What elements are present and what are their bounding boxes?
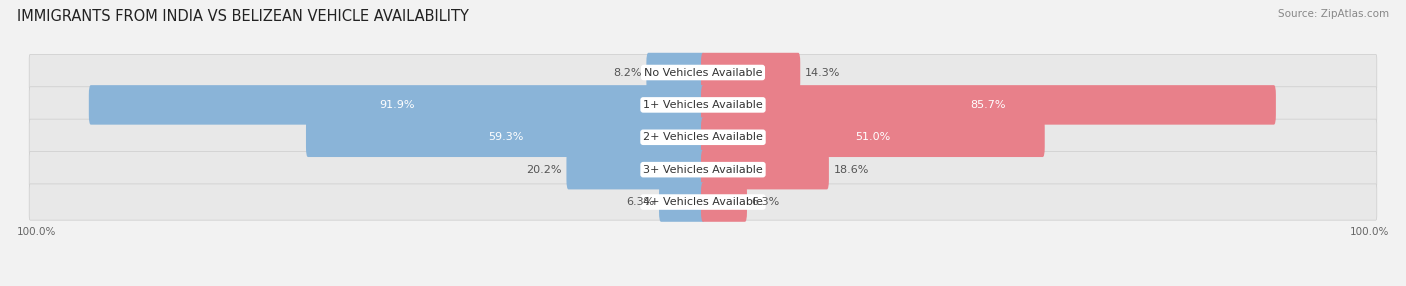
Text: IMMIGRANTS FROM INDIA VS BELIZEAN VEHICLE AVAILABILITY: IMMIGRANTS FROM INDIA VS BELIZEAN VEHICL…	[17, 9, 468, 23]
Text: 91.9%: 91.9%	[380, 100, 415, 110]
Text: 8.2%: 8.2%	[613, 67, 641, 78]
FancyBboxPatch shape	[30, 184, 1376, 220]
Text: 85.7%: 85.7%	[970, 100, 1007, 110]
FancyBboxPatch shape	[659, 182, 704, 222]
FancyBboxPatch shape	[702, 150, 830, 189]
Text: 4+ Vehicles Available: 4+ Vehicles Available	[643, 197, 763, 207]
FancyBboxPatch shape	[647, 53, 704, 92]
FancyBboxPatch shape	[89, 85, 704, 125]
Text: No Vehicles Available: No Vehicles Available	[644, 67, 762, 78]
Text: 51.0%: 51.0%	[855, 132, 890, 142]
FancyBboxPatch shape	[702, 53, 800, 92]
Text: 20.2%: 20.2%	[526, 165, 562, 175]
FancyBboxPatch shape	[702, 182, 747, 222]
FancyBboxPatch shape	[702, 85, 1275, 125]
Text: 2+ Vehicles Available: 2+ Vehicles Available	[643, 132, 763, 142]
Text: 18.6%: 18.6%	[834, 165, 869, 175]
Text: 6.3%: 6.3%	[752, 197, 780, 207]
FancyBboxPatch shape	[307, 118, 704, 157]
FancyBboxPatch shape	[702, 118, 1045, 157]
Text: 1+ Vehicles Available: 1+ Vehicles Available	[643, 100, 763, 110]
Text: 14.3%: 14.3%	[804, 67, 841, 78]
FancyBboxPatch shape	[567, 150, 704, 189]
FancyBboxPatch shape	[30, 54, 1376, 91]
FancyBboxPatch shape	[30, 152, 1376, 188]
Text: 3+ Vehicles Available: 3+ Vehicles Available	[643, 165, 763, 175]
Legend: Immigrants from India, Belizean: Immigrants from India, Belizean	[586, 284, 820, 286]
FancyBboxPatch shape	[30, 119, 1376, 155]
FancyBboxPatch shape	[30, 87, 1376, 123]
Text: Source: ZipAtlas.com: Source: ZipAtlas.com	[1278, 9, 1389, 19]
Text: 6.3%: 6.3%	[626, 197, 654, 207]
Text: 59.3%: 59.3%	[488, 132, 523, 142]
